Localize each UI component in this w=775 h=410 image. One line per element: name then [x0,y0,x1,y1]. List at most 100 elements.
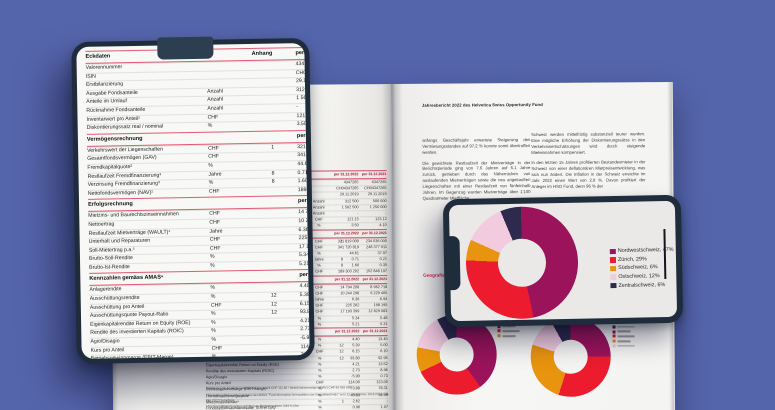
text-column-right: Schweiz werden mittelfristig substanziel… [531,131,645,195]
legend-swatch-icon [610,274,616,280]
paper-donut-chart-right [530,316,611,398]
row-unit: % [211,353,217,359]
page-title: Jahresbericht 2022 des Helvetica Swiss O… [421,101,543,108]
legend-label: Zürich, 29% [617,256,647,263]
row-unit: % [210,285,216,292]
paragraph: Schweiz werden mittelfristig substanziel… [531,131,646,155]
section-title: Vermögensrechnung [86,135,143,143]
row-anhang [259,318,277,326]
row-anhang [257,218,275,226]
spacer [273,61,296,69]
row-unit: CHF [211,345,223,352]
row-unit [207,62,255,70]
row-value: - [296,104,299,111]
row-anhang [256,162,274,170]
legend-label: Ostschweiz, 12% [618,273,660,281]
row-unit [207,70,255,78]
legend-swatch-icon [612,325,616,329]
row-anhang: 12 [270,292,277,299]
row-unit: % [210,293,216,300]
row-value: 4.40 [299,283,310,290]
legend-swatch-icon [610,265,616,272]
spacer [273,87,296,95]
column-header-2021: per 31.12.2021 [362,230,387,235]
row-value: 341 720 819 [297,152,310,159]
spacer [274,161,297,169]
tablet-screen: Eckdaten Anhang per 31.12.2022 Valorennumme… [76,43,310,359]
row-unit: % [209,253,215,260]
row-unit: % [207,122,213,129]
paper-footnotes: ¹ Werte per 31.12.2020: Inventarwert pro… [206,385,390,410]
row-unit: % [211,328,216,335]
row-anhang [255,79,273,87]
spacer [276,235,299,243]
row-anhang [258,236,276,244]
column-header-2022: per 31.12.2022 [334,329,360,334]
row-unit: CHF [209,245,221,252]
spacer [275,187,298,195]
row-anhang [258,261,276,269]
spacer [275,218,298,226]
row-anhang [256,122,274,130]
row-unit: Anzahl [207,88,224,95]
row-anhang [255,62,273,70]
legend-text-placeholder [617,335,635,338]
spacer [277,327,300,335]
spacer [278,352,301,359]
row-unit: % [208,162,214,169]
row-value: 6.36 [298,226,309,233]
spacer [275,209,298,217]
paragraph: Die gewichtete Restlaufzeit der Mietvert… [422,159,531,201]
spacer [275,178,298,186]
legend-swatch-icon [612,330,616,334]
row-value: 10 244 298 [298,217,310,225]
phone-device: Nordwestschweiz, 47% Zürich, 29% Südschwei… [442,194,684,328]
row-unit: CHF [209,236,221,243]
row-unit: Anzahl [207,105,224,112]
spacer [276,261,299,269]
spacer [277,318,300,326]
anhang-column-header [208,131,274,143]
row-anhang [260,353,278,359]
row-anhang: 8 [271,170,275,177]
legend-label: Südschweiz, 6% [618,264,658,272]
row-value: 2.73 [300,326,310,333]
legend-text-placeholder [502,330,520,332]
row-value: 321 819 000 [297,143,310,150]
row-unit: % [210,310,216,317]
row-unit: Jahre [209,227,223,235]
row-unit [207,79,255,87]
row-value: 5.39 [299,292,310,299]
row-value: 17 193 399 [298,243,310,250]
text-column-left: anfangs Geschäftsjahr erwartete Steigeru… [422,137,530,206]
legend-text-placeholder [617,345,635,347]
row-unit: CHF [209,210,220,218]
spacer [274,153,297,161]
row-anhang [256,153,274,161]
row-anhang [255,70,273,78]
row-anhang [259,327,277,335]
spacer [274,121,297,129]
row-unit: % [210,262,215,269]
phone-donut-chart [464,205,580,320]
spacer [274,170,297,178]
legend-text-placeholder [617,330,631,333]
legend-swatch-icon [612,334,616,338]
spacer [275,196,298,207]
row-value: 93.80 [299,309,310,316]
paragraph: In den letzten 15 Jahren profitierten Be… [531,159,646,189]
row-unit: Anzahl [207,96,224,104]
legend-swatch-icon [497,329,501,333]
paper-chart-legend-right [612,324,635,348]
spacer [274,131,297,142]
section-title: Erfolgsrechnung [88,201,133,209]
row-unit: % [211,319,216,326]
column-header-2021: per 31.12.2021 [362,276,388,281]
value-column-header: per 31.12.2022 [296,132,310,139]
row-anhang: 12 [270,301,277,308]
row-anhang: 1 [271,144,275,151]
spacer [273,104,296,112]
row-unit: CHF [208,153,219,161]
row-unit: Jahre [208,171,222,178]
spacer [275,227,298,235]
